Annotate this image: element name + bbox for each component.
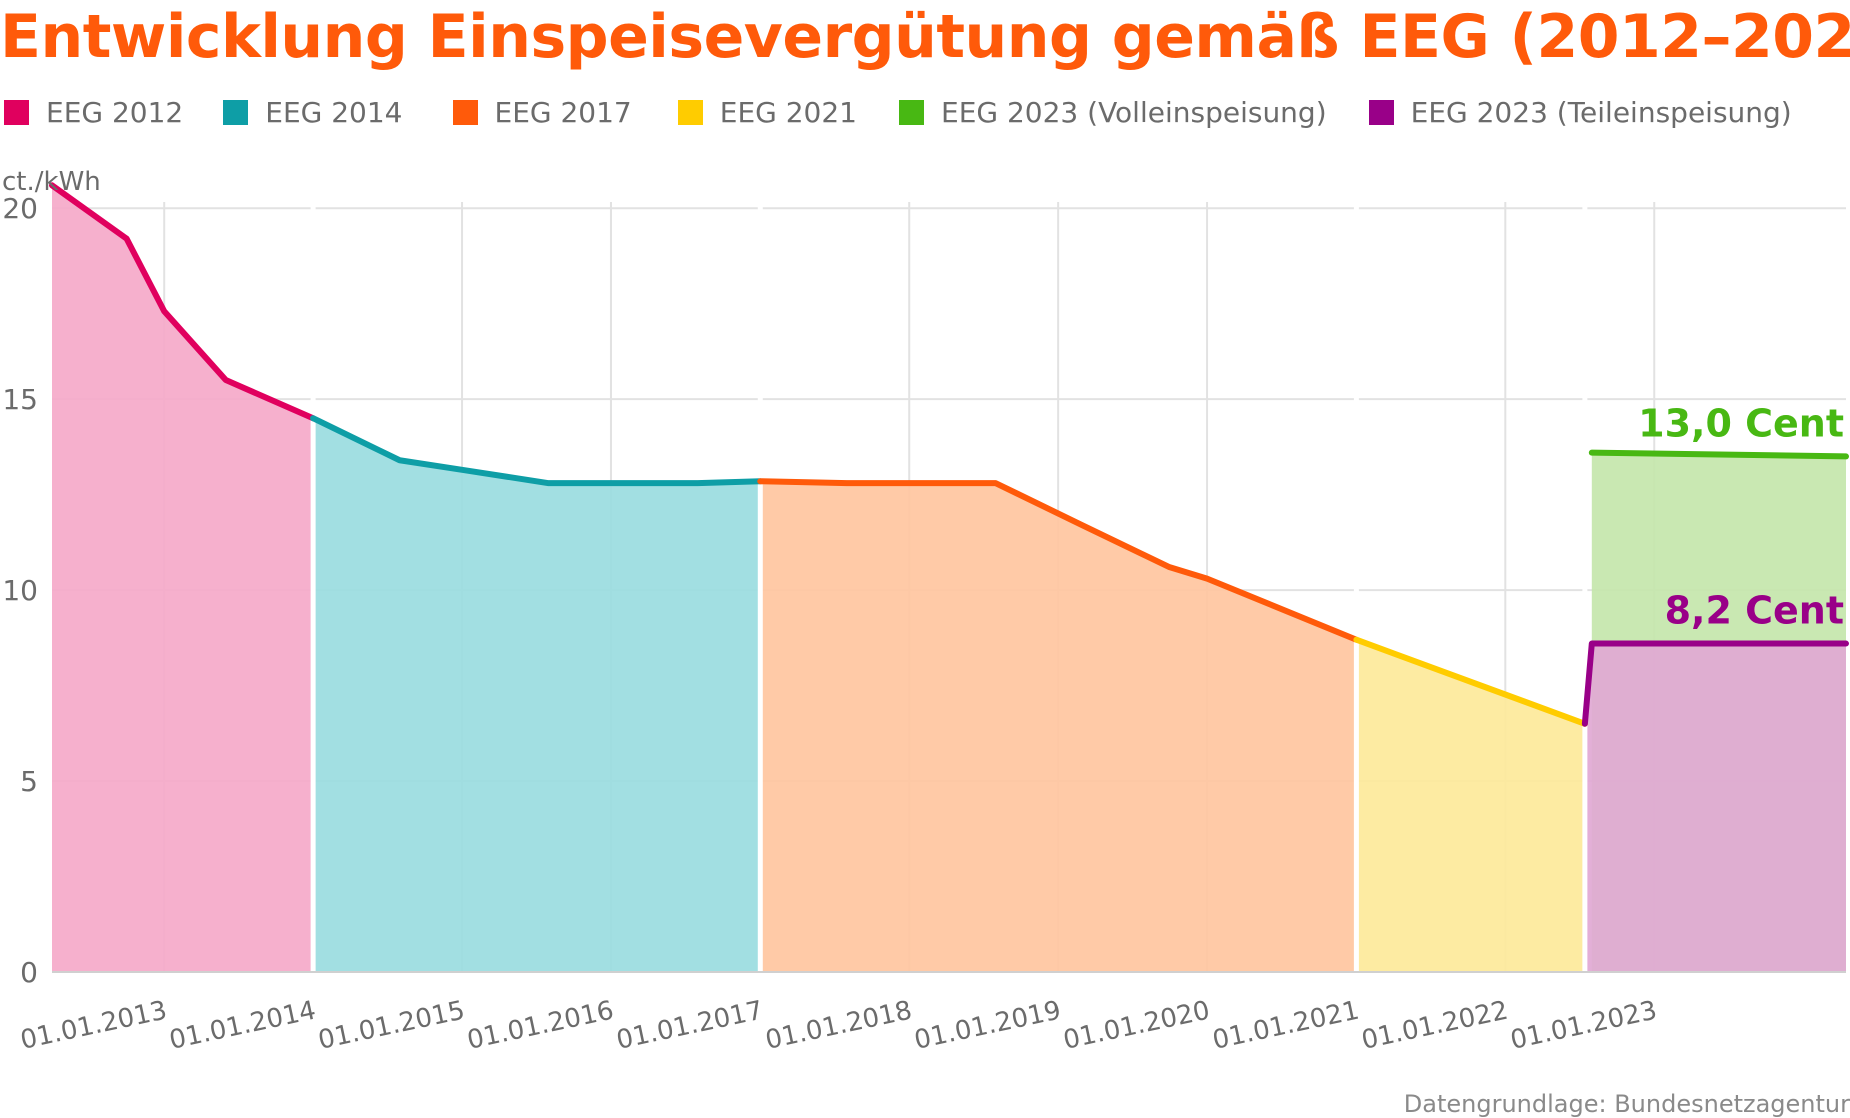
legend-label: EEG 2023 (Teileinspeisung) — [1410, 96, 1792, 129]
x-tick-label: 01.01.2018 — [763, 996, 915, 1056]
series-line-3 — [757, 478, 1360, 643]
legend-label: EEG 2021 — [719, 96, 857, 129]
series-line-6 — [1581, 640, 1849, 727]
legend-swatch — [899, 100, 924, 125]
data-label: 8,2 Cent — [1665, 589, 1844, 633]
x-tick-label: 01.01.2021 — [1210, 996, 1362, 1056]
x-tick-label: 01.01.2020 — [1061, 996, 1213, 1056]
legend: EEG 2012 EEG 2014 EEG 2017 EEG 2021 EEG … — [4, 96, 1792, 129]
legend-item-eeg-2017: EEG 2017 — [452, 96, 632, 129]
y-tick-label: 10 — [2, 574, 38, 607]
y-tick-label: 15 — [2, 383, 38, 416]
legend-item-eeg-2012: EEG 2012 — [4, 96, 183, 129]
legend-label: EEG 2014 — [265, 96, 403, 129]
x-tick-label: 01.01.2023 — [1508, 996, 1660, 1056]
area-4 — [1356, 639, 1585, 972]
series-line-4 — [1353, 636, 1588, 727]
legend-label: EEG 2012 — [46, 96, 184, 129]
area-6 — [1584, 643, 1846, 972]
y-tick-label: 5 — [20, 765, 38, 798]
y-tick-label: 20 — [2, 192, 38, 225]
x-tick-label: 01.01.2015 — [316, 996, 468, 1056]
y-tick-label: 0 — [20, 956, 38, 989]
series-line-5 — [1588, 449, 1849, 460]
series-line-2 — [310, 415, 764, 487]
legend-item-eeg-2023-voll: EEG 2023 (Volleinspeisung) — [899, 96, 1327, 129]
legend-swatch — [1368, 100, 1394, 125]
area-1 — [52, 185, 314, 972]
x-tick-label: 01.01.2017 — [614, 996, 766, 1056]
series-line-1 — [49, 182, 317, 422]
chart-title: Entwicklung Einspeisevergütung gemäß EEG… — [0, 2, 1850, 72]
legend-item-eeg-2014: EEG 2014 — [223, 96, 403, 129]
legend-label: EEG 2023 (Volleinspeisung) — [941, 96, 1327, 129]
legend-swatch — [452, 100, 478, 125]
x-tick-label: 01.01.2022 — [1359, 996, 1511, 1056]
legend-swatch — [677, 100, 703, 125]
legend-item-eeg-2021: EEG 2021 — [677, 96, 857, 129]
y-axis-label: ct./kWh — [2, 167, 101, 197]
legend-swatch — [223, 100, 249, 125]
x-tick-label: 01.01.2019 — [912, 996, 1064, 1056]
source-note: Datengrundlage: Bundesnetzagentur — [1403, 1090, 1850, 1118]
x-tick-label: 01.01.2014 — [167, 996, 319, 1056]
x-tick-label: 01.01.2013 — [18, 996, 170, 1056]
data-label: 13,0 Cent — [1638, 401, 1844, 445]
x-tick-label: 01.01.2016 — [465, 996, 617, 1056]
legend-swatch — [4, 100, 29, 125]
area-2 — [313, 418, 761, 972]
legend-label: EEG 2017 — [494, 96, 632, 129]
legend-item-eeg-2023-teil: EEG 2023 (Teileinspeisung) — [1368, 96, 1792, 129]
area-3 — [760, 481, 1357, 972]
